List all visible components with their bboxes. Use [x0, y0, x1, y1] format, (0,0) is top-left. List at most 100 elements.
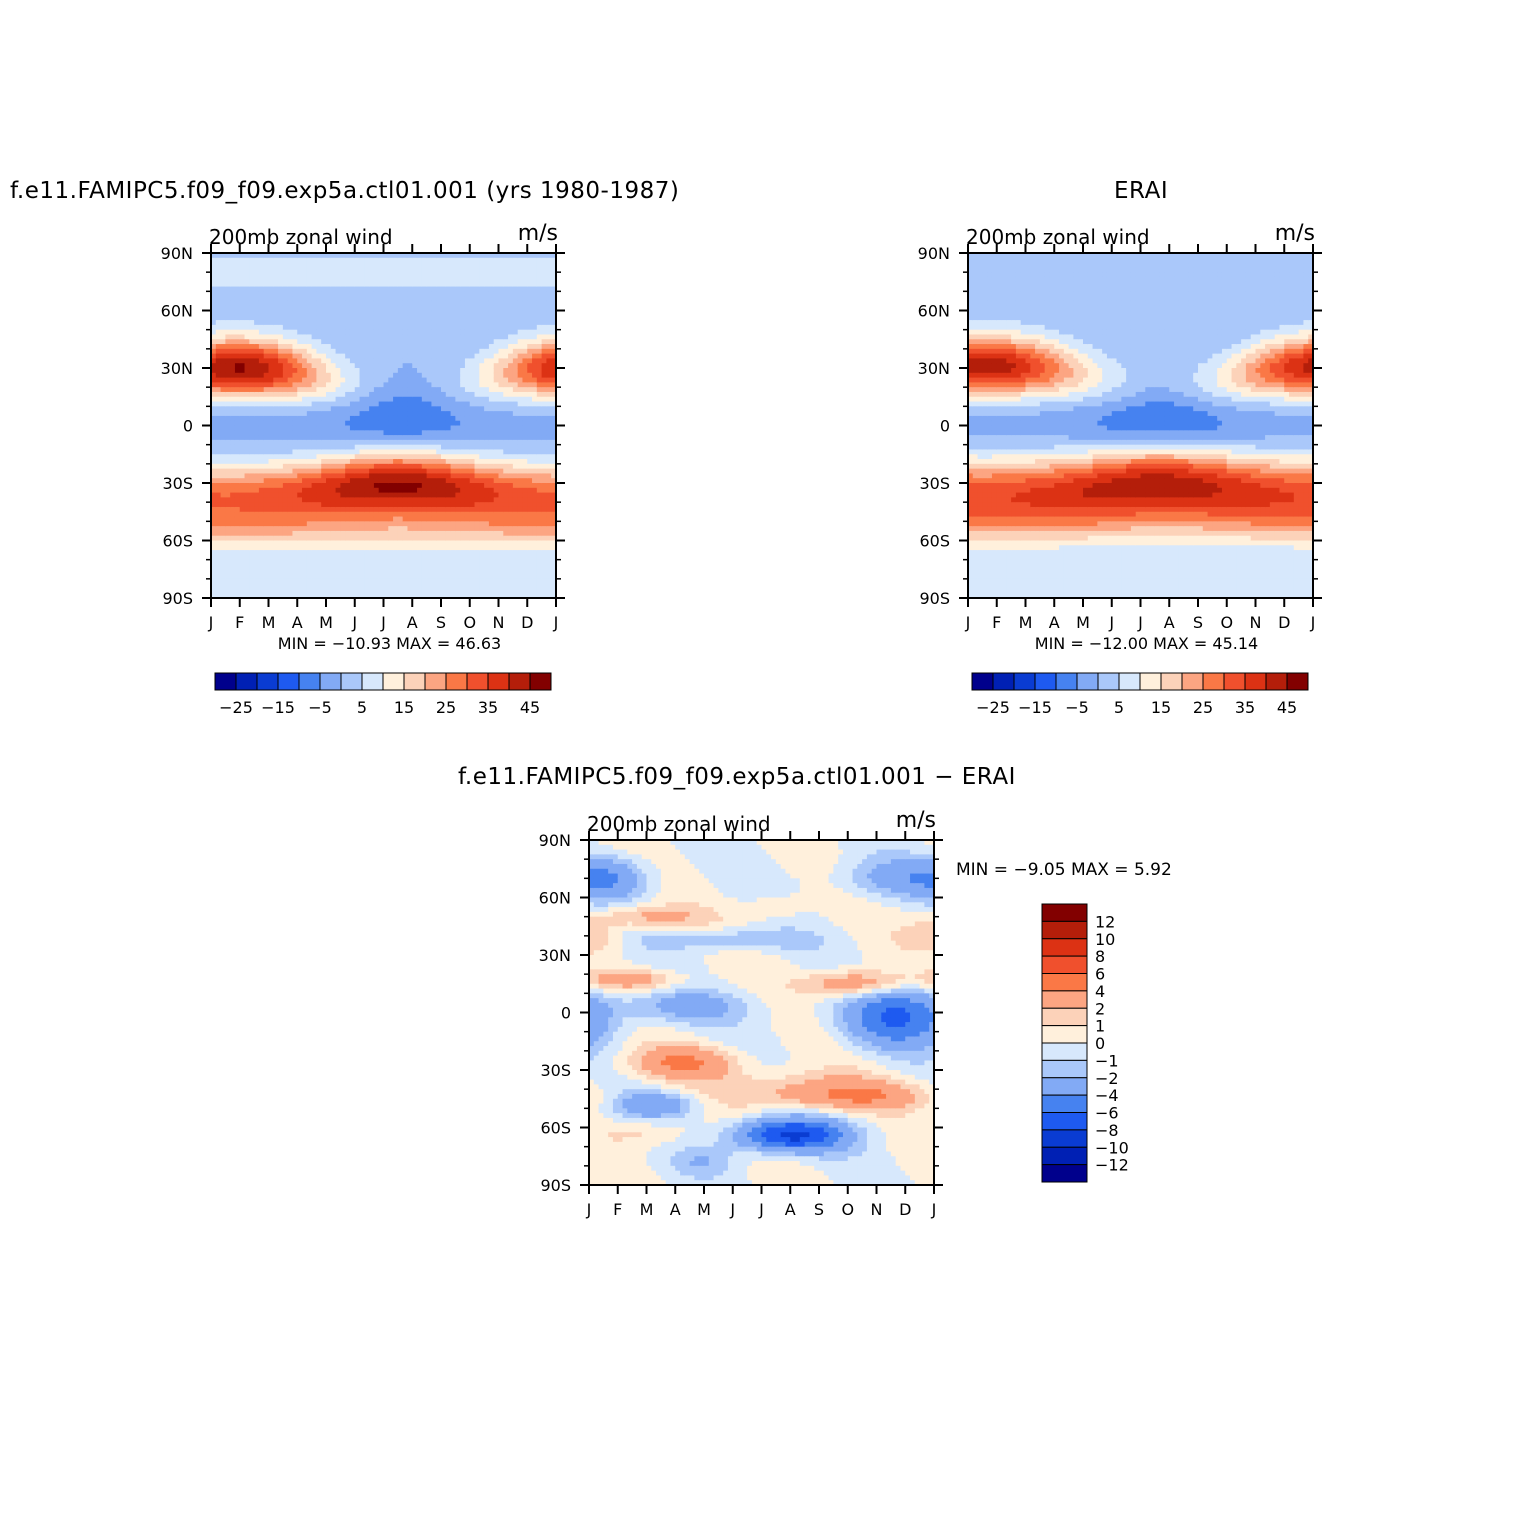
contour-cell: [493, 430, 500, 436]
contour-cell: [234, 300, 241, 307]
contour-cell: [421, 329, 428, 336]
contour-cell: [532, 339, 538, 345]
contour-cell: [311, 296, 318, 302]
contour-cell: [488, 276, 495, 283]
contour-cell: [302, 569, 308, 575]
contour-cell: [273, 305, 279, 312]
contour-cell: [230, 368, 236, 374]
contour-cell: [441, 588, 447, 594]
contour-cell: [445, 535, 452, 542]
contour-cell: [369, 315, 375, 321]
contour-cell: [479, 593, 485, 599]
contour-cell: [512, 387, 519, 393]
contour-cell: [426, 320, 433, 326]
contour-cell: [354, 368, 361, 374]
contour-cell: [244, 315, 250, 321]
contour-cell: [402, 468, 409, 475]
contour-cell: [527, 363, 533, 369]
contour-cell: [273, 593, 279, 599]
contour-cell: [249, 439, 255, 446]
contour-cell: [373, 502, 380, 508]
contour-cell: [211, 291, 217, 297]
contour-cell: [498, 372, 504, 379]
contour-cell: [335, 420, 341, 427]
contour-cell: [282, 506, 289, 513]
contour-cell: [498, 415, 504, 422]
contour-cell: [455, 521, 461, 527]
contour-cell: [306, 506, 313, 513]
contour-cell: [426, 454, 433, 460]
contour-cell: [474, 415, 480, 422]
contour-cell: [211, 372, 217, 379]
contour-cell: [397, 506, 404, 513]
contour-cell: [297, 588, 303, 594]
contour-cell: [397, 444, 404, 451]
contour-cell: [383, 454, 389, 460]
contour-cell: [316, 487, 322, 494]
contour-cell: [388, 387, 394, 393]
contour-cell: [532, 377, 538, 383]
contour-cell: [273, 463, 279, 470]
contour-cell: [239, 334, 246, 340]
contour-cell: [532, 554, 538, 561]
contour-cell: [522, 454, 528, 460]
contour-cell: [287, 310, 294, 316]
contour-cell: [536, 463, 543, 470]
contour-cell: [469, 382, 476, 388]
contour-cell: [536, 425, 543, 431]
contour-cell: [474, 583, 480, 590]
contour-cell: [407, 588, 413, 594]
contour-cell: [441, 262, 447, 268]
contour-cell: [388, 588, 394, 594]
contour-cell: [258, 382, 265, 388]
contour-cell: [292, 506, 298, 513]
contour-cell: [345, 492, 351, 498]
contour-cell: [282, 272, 289, 278]
contour-cell: [469, 578, 476, 585]
contour-cell: [407, 267, 413, 273]
contour-cell: [263, 415, 270, 422]
contour-cell: [278, 310, 284, 316]
contour-cell: [258, 411, 265, 417]
contour-cell: [349, 334, 356, 340]
contour-cell: [354, 281, 361, 288]
contour-cell: [469, 473, 476, 479]
contour-cell: [211, 406, 217, 412]
contour-cell: [479, 377, 485, 383]
contour-cell: [426, 267, 433, 273]
contour-cell: [302, 454, 308, 460]
contour-cell: [474, 315, 480, 321]
contour-cell: [230, 435, 236, 441]
contour-cell: [383, 310, 389, 316]
contour-cell: [330, 420, 337, 427]
contour-cell: [441, 420, 447, 427]
contour-cell: [345, 463, 351, 470]
contour-cell: [359, 578, 365, 585]
contour-cell: [431, 315, 437, 321]
contour-cell: [436, 406, 442, 412]
contour-cell: [330, 329, 337, 336]
contour-cell: [479, 578, 485, 585]
contour-cell: [503, 281, 509, 288]
contour-cell: [273, 449, 279, 455]
contour-cell: [388, 348, 394, 355]
contour-cell: [464, 296, 471, 302]
contour-cell: [431, 483, 437, 489]
contour-cell: [503, 411, 509, 417]
contour-cell: [359, 435, 365, 441]
contour-cell: [278, 550, 284, 556]
contour-cell: [249, 396, 255, 403]
contour-cell: [393, 506, 399, 513]
contour-cell: [359, 530, 365, 537]
contour-cell: [282, 396, 289, 403]
contour-cell: [522, 545, 528, 551]
contour-cell: [407, 272, 413, 278]
contour-cell: [493, 540, 500, 546]
contour-cell: [359, 506, 365, 513]
contour-cell: [292, 334, 298, 340]
contour-cell: [503, 344, 509, 350]
contour-cell: [349, 420, 356, 427]
contour-cell: [330, 506, 337, 513]
contour-cell: [488, 358, 495, 364]
contour-cell: [321, 535, 327, 542]
